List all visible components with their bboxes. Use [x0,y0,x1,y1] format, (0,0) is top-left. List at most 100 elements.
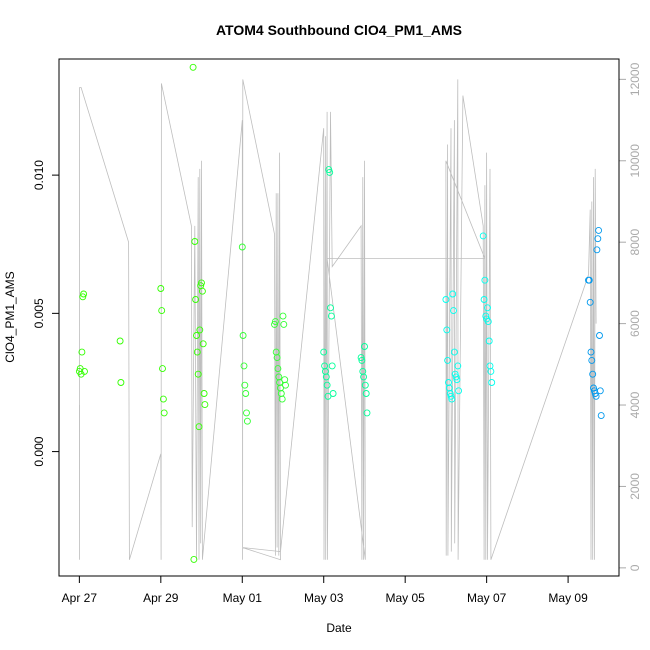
data-point [484,304,491,312]
data-point [80,290,88,298]
data-point [281,376,289,384]
data-point [116,337,124,345]
data-point [454,362,462,370]
data-point [190,555,198,563]
x-tick-label: May 01 [223,591,263,605]
data-point [480,296,488,303]
data-point [362,390,370,397]
data-point [597,412,605,420]
data-point [596,387,604,395]
x-tick-label: Apr 27 [62,591,98,605]
data-point [484,318,492,326]
altitude-line [79,79,597,561]
data-point [585,276,593,284]
data-point [592,392,600,400]
data-point [240,362,248,370]
data-point [243,409,250,417]
x-tick-label: Apr 29 [143,591,179,605]
data-point [158,307,166,315]
y2-tick-label: 6000 [628,310,642,337]
x-tick-label: May 09 [548,591,588,605]
y-tick-label: 0.000 [32,436,46,466]
data-point [280,320,288,328]
data-point [450,348,458,356]
data-point [191,238,199,245]
data-point [157,285,165,292]
y-tick-label: 0.005 [32,298,46,328]
data-point [486,362,494,370]
data-point [78,348,86,356]
data-point [192,296,200,303]
data-point [279,312,287,320]
data-point [361,381,369,389]
x-tick-label: May 05 [386,591,426,605]
plot-frame [58,58,620,577]
data-point [488,379,496,386]
data-point [193,332,200,339]
data-point [587,348,595,356]
data-point [442,296,450,303]
data-point [241,381,249,389]
data-point [160,409,168,417]
data-point [198,279,205,287]
data-point [357,354,365,362]
data-point [189,63,197,71]
data-point [194,370,202,378]
y2-tick-label: 2000 [628,473,642,500]
data-point [320,348,328,356]
data-point [360,373,368,381]
data-point [361,343,368,350]
data-point [201,401,209,409]
data-point [199,340,207,348]
data-point [159,395,167,403]
data-point [593,246,601,254]
data-point [324,392,332,400]
data-point [329,390,337,397]
data-point [282,381,289,389]
data-point [196,326,204,334]
data-point [485,337,493,345]
data-point [328,362,336,370]
data-point [452,373,460,381]
data-point [588,356,596,364]
data-point [238,243,246,251]
data-point [481,276,489,284]
data-point [239,332,247,339]
data-point [448,395,456,403]
data-point [447,392,455,400]
data-point [444,356,452,364]
data-point [271,320,278,328]
data-point [449,290,457,298]
data-point [322,373,330,381]
data-point [487,367,495,375]
data-point [327,304,334,312]
data-point [79,293,87,301]
data-point [479,232,487,240]
data-point [443,326,451,334]
data-point [81,367,88,375]
x-tick-label: May 07 [467,591,507,605]
data-point [482,312,490,320]
data-point [450,307,457,315]
y-tick-label: 0.010 [32,160,46,190]
data-points-layer [75,63,605,563]
data-point [195,423,203,431]
data-point [278,395,286,403]
data-point [589,370,597,378]
y2-tick-label: 4000 [628,391,642,418]
y-axis-label: ClO4_PM1_AMS [3,271,17,362]
y2-tick-label: 0 [628,564,642,571]
data-point [198,287,206,295]
data-point [243,417,251,425]
data-point [595,226,603,234]
data-point [193,348,201,356]
data-point [273,354,281,362]
x-axis-label: Date [326,621,352,635]
data-point [200,390,208,397]
data-point [242,390,250,397]
y2-tick-label: 10000 [628,144,642,178]
x-tick-label: May 03 [304,591,344,605]
y2-tick-label: 8000 [628,229,642,256]
data-point [455,387,463,395]
